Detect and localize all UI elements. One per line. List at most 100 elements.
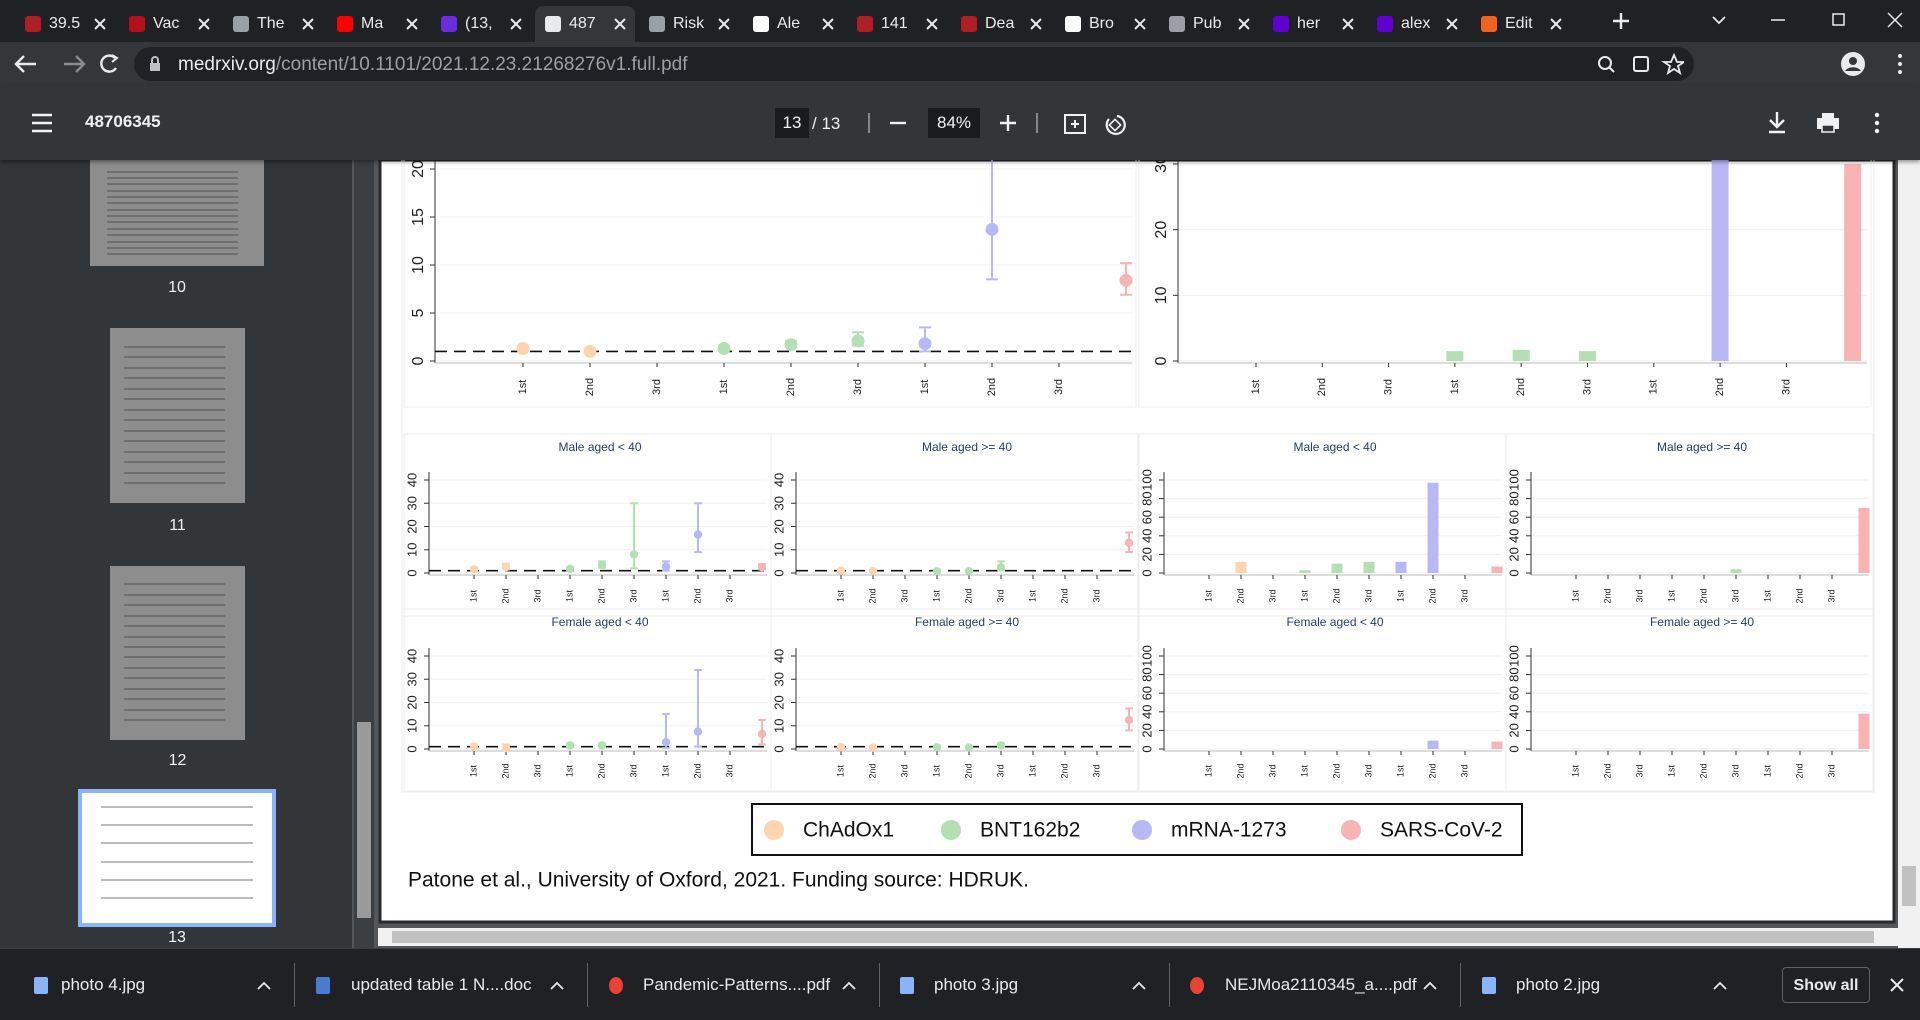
h-scroll-thumb[interactable]: [392, 931, 1874, 943]
tab[interactable]: Pub: [1159, 6, 1259, 42]
tab-close[interactable]: [1341, 17, 1355, 31]
panel-title: Male aged < 40: [558, 440, 641, 454]
tab[interactable]: alex: [1367, 6, 1467, 42]
download-item[interactable]: NEJMoa2110345_a....pdf: [1180, 949, 1460, 1020]
tab-close[interactable]: [405, 17, 419, 31]
tab[interactable]: (13,: [431, 6, 531, 42]
tab-title: Dea: [985, 15, 1015, 32]
tab[interactable]: 39.5: [15, 6, 115, 42]
page-thumbnail[interactable]: [90, 160, 264, 266]
tab-close[interactable]: [821, 17, 835, 31]
tab-close[interactable]: [1237, 17, 1251, 31]
tab-close[interactable]: [93, 17, 107, 31]
close-downloads[interactable]: [1889, 977, 1905, 993]
y-tick-label: 20: [1139, 547, 1154, 561]
tab-close[interactable]: [1029, 17, 1043, 31]
divider: [1460, 963, 1461, 1007]
v-scroll-thumb[interactable]: [1902, 866, 1916, 906]
y-tick-label: 60: [1139, 686, 1154, 700]
point: [918, 337, 932, 351]
tab-close[interactable]: [1549, 17, 1563, 31]
x-tick-label: 1st: [1299, 765, 1309, 778]
tab-title: her: [1297, 15, 1321, 32]
tab-title: Risk: [673, 15, 705, 32]
tab[interactable]: Edit: [1471, 6, 1571, 42]
tab-icon: [857, 16, 873, 32]
page-thumbnail[interactable]: [110, 328, 245, 503]
x-tick-label: 2nd: [963, 588, 973, 603]
file-icon: [316, 977, 330, 994]
tab-close[interactable]: [613, 17, 627, 31]
x-tick-label: 3rd: [532, 589, 542, 602]
x-tick-label: 1st: [919, 380, 931, 395]
download-item[interactable]: photo 4.jpg: [24, 949, 294, 1020]
tab[interactable]: Dea: [951, 6, 1051, 42]
x-tick-label: 3rd: [724, 589, 734, 602]
scroll-thumb[interactable]: [357, 722, 371, 918]
download-menu[interactable]: [1131, 981, 1147, 991]
tab-close[interactable]: [509, 17, 523, 31]
tab-close[interactable]: [925, 17, 939, 31]
divider: [587, 963, 588, 1007]
tab[interactable]: 141: [847, 6, 947, 42]
tab[interactable]: The: [223, 6, 323, 42]
y-tick-label: 20: [1153, 221, 1170, 239]
fit-rotate[interactable]: [1063, 112, 1133, 136]
page-input[interactable]: 13: [775, 108, 809, 138]
download-item[interactable]: Pandemic-Patterns....pdf: [599, 949, 879, 1020]
download-menu[interactable]: [841, 981, 857, 991]
point: [996, 741, 1006, 750]
x-tick-label: 1st: [564, 765, 574, 778]
tab[interactable]: Ma: [327, 6, 427, 42]
download-item[interactable]: photo 3.jpg: [890, 949, 1169, 1020]
right-tools[interactable]: [1765, 110, 1895, 136]
tab-close[interactable]: [717, 17, 731, 31]
download-menu[interactable]: [549, 981, 565, 991]
tab[interactable]: Risk: [639, 6, 739, 42]
x-tick-label: 2nd: [1794, 763, 1804, 778]
url: medrxiv.org/content/10.1101/2021.12.23.2…: [178, 54, 688, 76]
tab[interactable]: Bro: [1055, 6, 1155, 42]
download-menu[interactable]: [256, 981, 272, 991]
x-tick-label: 1st: [1203, 590, 1213, 603]
point: [565, 741, 575, 750]
tab[interactable]: her: [1263, 6, 1363, 42]
point: [693, 727, 703, 736]
x-tick-label: 3rd: [852, 379, 864, 395]
tab-icon: [753, 16, 769, 32]
tab-close[interactable]: [1133, 17, 1147, 31]
download-item[interactable]: updated table 1 N....doc: [306, 949, 587, 1020]
thumb-line: [123, 708, 225, 711]
page-thumbnail[interactable]: [110, 566, 245, 740]
thumb-line: [107, 202, 238, 205]
zoom-out[interactable]: [888, 113, 908, 133]
url-box[interactable]: medrxiv.org/content/10.1101/2021.12.23.2…: [134, 47, 1694, 81]
file-name: photo 2.jpg: [1516, 975, 1601, 994]
x-tick-label: 2nd: [1515, 378, 1527, 396]
x-tick-label: 2nd: [1794, 588, 1804, 603]
y-tick-label: 20: [1506, 547, 1521, 561]
page-thumbnail[interactable]: [78, 789, 276, 927]
profile-menu[interactable]: [1836, 50, 1916, 80]
zoom-input[interactable]: 84%: [928, 108, 980, 138]
point: [469, 565, 479, 574]
menu-icon[interactable]: [30, 112, 54, 134]
download-item[interactable]: photo 2.jpg: [1472, 949, 1750, 1020]
bar: [1299, 570, 1311, 573]
download-menu[interactable]: [1422, 981, 1438, 991]
tab[interactable]: Ale: [743, 6, 843, 42]
tab-close[interactable]: [1445, 17, 1459, 31]
legend-marker: [764, 820, 784, 840]
show-all-button[interactable]: Show all: [1782, 967, 1870, 1003]
tab-close[interactable]: [301, 17, 315, 31]
tab[interactable]: 487: [535, 6, 635, 42]
zoom-in[interactable]: [998, 113, 1018, 133]
x-tick-label: 2nd: [1235, 763, 1245, 778]
tab-close[interactable]: [197, 17, 211, 31]
download-menu[interactable]: [1712, 981, 1728, 991]
x-tick-label: 1st: [1027, 590, 1037, 603]
x-tick-label: 2nd: [500, 763, 510, 778]
tab[interactable]: Vac: [119, 6, 219, 42]
thumb-line: [107, 240, 238, 243]
tab-icon: [649, 16, 665, 32]
